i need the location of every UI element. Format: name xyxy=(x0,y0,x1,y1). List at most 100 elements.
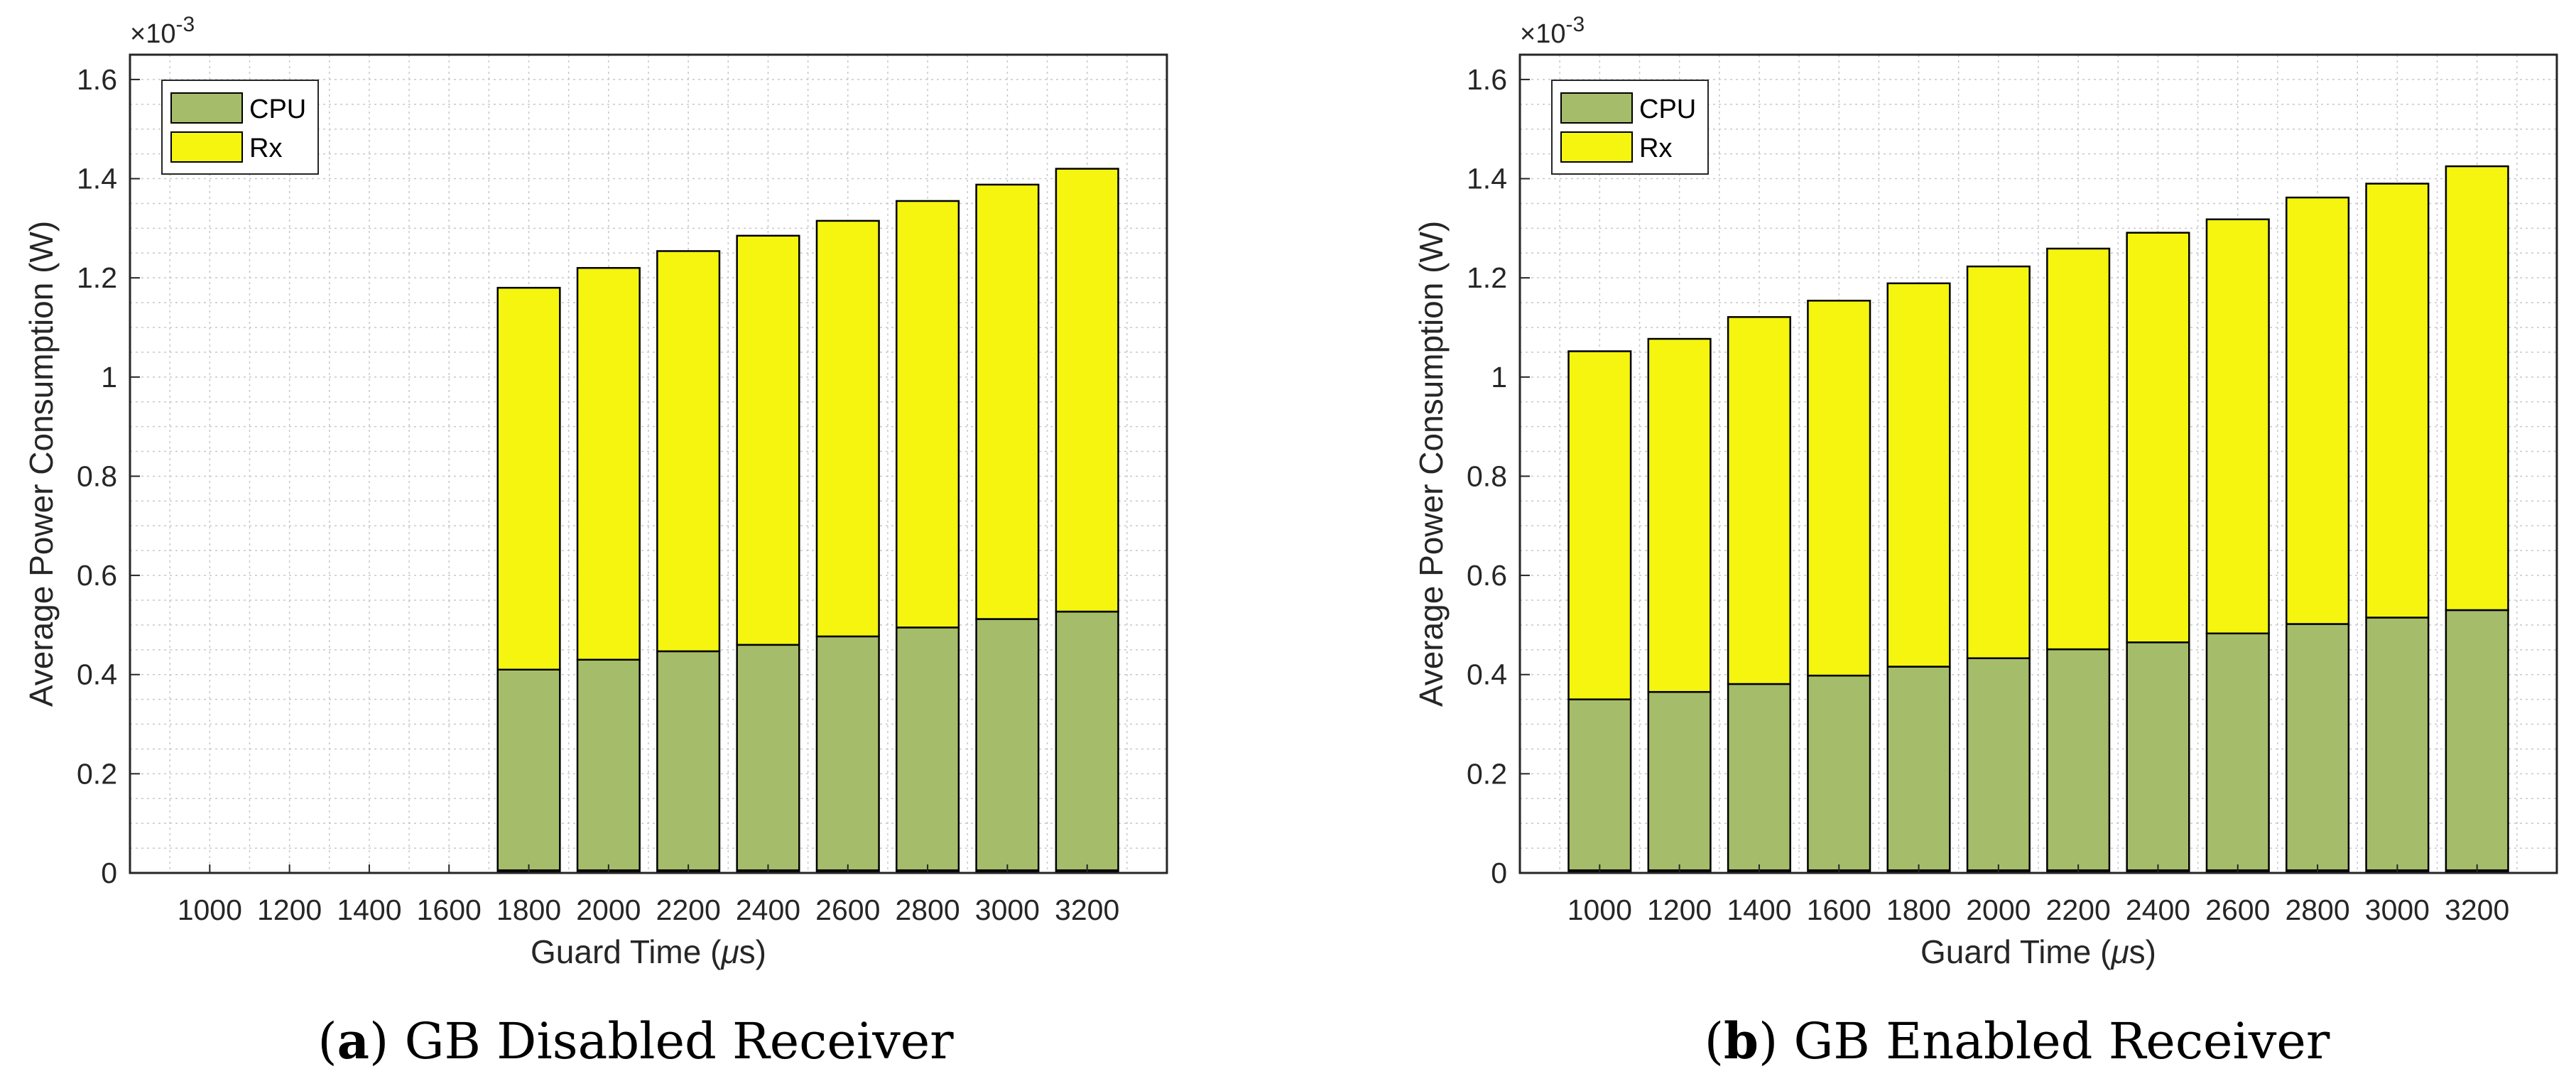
x-tick-label: 3200 xyxy=(2445,894,2509,926)
x-tick-label: 1600 xyxy=(1807,894,1871,926)
bar-rx-2600 xyxy=(815,219,880,638)
bar-rx-1800 xyxy=(1886,282,1951,668)
bar-cpu-2000 xyxy=(576,658,641,874)
y-tick-label: 0 xyxy=(101,857,117,889)
x-tick-label: 2400 xyxy=(2126,894,2190,926)
bars-a xyxy=(496,168,1119,874)
x-tick-label: 1600 xyxy=(417,894,482,926)
x-tick-label: 1400 xyxy=(337,894,401,926)
legend-label-cpu-b: CPU xyxy=(1639,94,1696,124)
bar-cpu-2400 xyxy=(736,644,800,874)
bar-cpu-2000 xyxy=(1966,657,2031,874)
x-tick-label: 2000 xyxy=(1966,894,2031,926)
y-tick-label: 0.8 xyxy=(77,460,117,492)
plot-area-a xyxy=(129,53,1168,874)
x-tick-label: 2600 xyxy=(2205,894,2270,926)
legend-label-rx-b: Rx xyxy=(1639,134,1672,163)
bar-cpu-2600 xyxy=(815,635,880,874)
bar-cpu-1800 xyxy=(496,668,561,874)
y-tick-label: 1.2 xyxy=(1467,261,1507,294)
y-tick-label: 1.4 xyxy=(77,163,117,195)
x-tick-label: 3200 xyxy=(1055,894,1119,926)
y-axis-label-a: Average Power Consumption (W) xyxy=(23,221,60,707)
x-tick-label: 1800 xyxy=(1886,894,1951,926)
x-tick-label: 2800 xyxy=(2285,894,2349,926)
bar-rx-3200 xyxy=(2445,165,2509,612)
plot-area-b xyxy=(1518,53,2558,874)
legend-a: CPU Rx xyxy=(161,80,319,175)
bars-b xyxy=(1567,165,2509,874)
x-tick-label: 2800 xyxy=(895,894,960,926)
y-tick-label: 0.4 xyxy=(77,658,117,691)
y-tick-label: 0.2 xyxy=(77,757,117,790)
y-axis-label-b: Average Power Consumption (W) xyxy=(1413,221,1450,707)
x-tick-label: 1800 xyxy=(496,894,561,926)
x-tick-label: 2400 xyxy=(736,894,800,926)
bar-rx-2400 xyxy=(736,234,800,646)
bar-cpu-3000 xyxy=(975,618,1040,874)
y-tick-label: 0.2 xyxy=(1467,757,1507,790)
y-tick-label: 0.8 xyxy=(1467,460,1507,492)
bar-cpu-2200 xyxy=(2046,648,2111,874)
bar-cpu-2200 xyxy=(656,650,721,874)
bar-cpu-3000 xyxy=(2365,617,2430,874)
bar-rx-3000 xyxy=(975,183,1040,620)
y-ticks-a: 0 0.2 0.4 0.6 0.8 1 1.2 1.4 1.6 xyxy=(77,63,140,889)
x-tick-label: 2200 xyxy=(656,894,721,926)
x-ticks-a: 1000 1200 1400 1600 1800 2000 2200 2400 2600 2800… xyxy=(178,864,1119,926)
x-tick-label: 2600 xyxy=(815,894,880,926)
bar-cpu-2600 xyxy=(2205,632,2270,874)
bar-rx-1000 xyxy=(1567,350,1632,700)
y-tick-label: 1.2 xyxy=(77,261,117,294)
bar-cpu-1200 xyxy=(1647,690,1712,874)
legend-swatch-rx-b xyxy=(1560,131,1633,163)
bar-rx-2600 xyxy=(2205,218,2270,635)
y-exponent-b: ×10-3 xyxy=(1520,13,1585,49)
x-ticks-b: 1000 1200 1400 1600 1800 2000 2200 2400 2600 2800… xyxy=(1567,864,2509,926)
x-tick-label: 2200 xyxy=(2046,894,2111,926)
x-tick-label: 1000 xyxy=(178,894,242,926)
bar-rx-1400 xyxy=(1727,316,1791,685)
y-tick-label: 0.4 xyxy=(1467,658,1507,691)
caption-b: (b) GB Enabled Receiver xyxy=(1705,1011,2330,1070)
y-ticks-b: 0 0.2 0.4 0.6 0.8 1 1.2 1.4 1.6 xyxy=(1467,63,1530,889)
bar-rx-2800 xyxy=(896,200,960,629)
x-axis-label-b: Guard Time (μs) xyxy=(1920,933,2156,970)
bar-rx-1800 xyxy=(496,286,561,671)
bar-cpu-1400 xyxy=(1727,683,1791,874)
bar-rx-3000 xyxy=(2365,183,2430,619)
y-tick-label: 1.6 xyxy=(77,63,117,96)
bar-cpu-2800 xyxy=(896,626,960,874)
bar-rx-2400 xyxy=(2126,232,2190,644)
bar-rx-2800 xyxy=(2286,196,2350,625)
bar-rx-2000 xyxy=(1966,265,2031,659)
x-tick-label: 2000 xyxy=(576,894,641,926)
chart-panel-a: 0 0.2 0.4 0.6 0.8 1 1.2 1.4 1.6 1000 1200 1400 1600… xyxy=(23,13,1168,1070)
bar-rx-2000 xyxy=(576,266,641,661)
bar-rx-2200 xyxy=(2046,247,2111,651)
bar-rx-1600 xyxy=(1807,300,1871,677)
y-exponent-a: ×10-3 xyxy=(130,13,195,49)
bar-rx-3200 xyxy=(1055,168,1119,613)
x-tick-label: 3000 xyxy=(2365,894,2430,926)
legend-label-cpu-a: CPU xyxy=(249,94,306,124)
y-tick-label: 1 xyxy=(101,361,117,393)
legend-swatch-cpu-b xyxy=(1560,92,1633,124)
legend-label-rx-a: Rx xyxy=(249,134,282,163)
x-tick-label: 1200 xyxy=(1647,894,1712,926)
y-tick-label: 1 xyxy=(1491,361,1507,393)
x-tick-label: 1000 xyxy=(1567,894,1632,926)
x-axis-label-a: Guard Time (μs) xyxy=(531,933,766,970)
x-tick-label: 3000 xyxy=(975,894,1040,926)
y-tick-label: 0.6 xyxy=(77,559,117,592)
x-tick-label: 1200 xyxy=(257,894,322,926)
y-tick-label: 0 xyxy=(1491,857,1507,889)
bar-cpu-1000 xyxy=(1567,698,1632,874)
bar-rx-1200 xyxy=(1647,337,1712,693)
bar-cpu-2400 xyxy=(2126,641,2190,874)
bar-cpu-3200 xyxy=(2445,609,2509,874)
legend-swatch-cpu-a xyxy=(170,92,243,124)
y-tick-label: 0.6 xyxy=(1467,559,1507,592)
bar-cpu-2800 xyxy=(2286,623,2350,874)
